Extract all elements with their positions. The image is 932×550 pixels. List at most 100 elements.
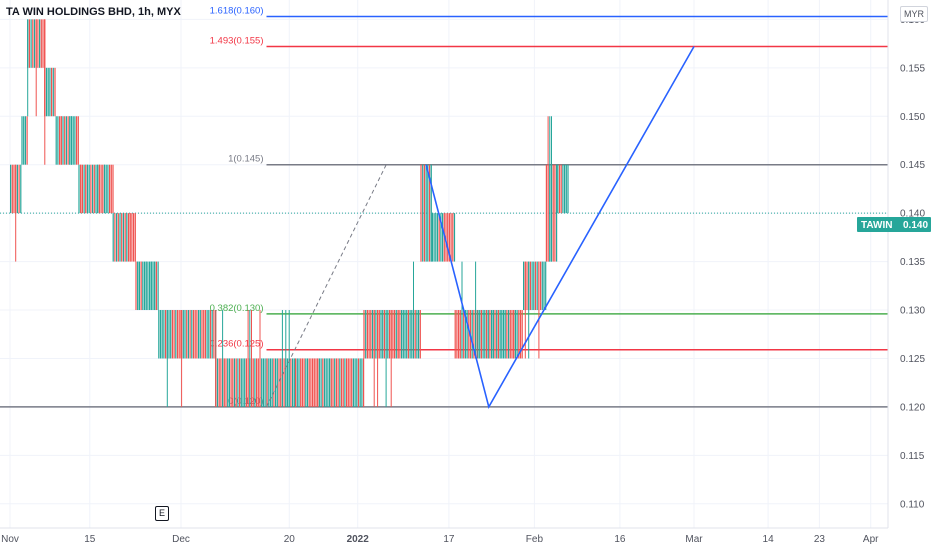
candle-body (20, 164, 22, 214)
candle-body (230, 358, 232, 407)
candle-body (196, 310, 198, 359)
candle-body (506, 310, 508, 359)
candle-body (150, 261, 152, 311)
y-tick-label: 0.145 (900, 160, 925, 171)
candle-body (344, 358, 346, 407)
currency-button[interactable]: MYR (900, 6, 928, 22)
fib-level-label: 0.382(0.130) (210, 303, 264, 314)
candle-body (80, 164, 82, 214)
candle-body (122, 213, 124, 262)
candle-body (245, 358, 247, 407)
candle-body (198, 310, 200, 359)
y-tick-label: 0.120 (900, 402, 925, 413)
candle-body (276, 358, 278, 407)
candle-body (163, 310, 165, 359)
candle-body (390, 310, 392, 359)
candle-body (54, 67, 56, 117)
candle-body (392, 310, 394, 359)
candle-body (332, 358, 334, 407)
candle-body (10, 164, 12, 214)
candle-body (204, 310, 206, 359)
candle-body (485, 310, 488, 359)
candle-body (182, 310, 184, 359)
candle-body (480, 310, 482, 359)
candle-body (368, 310, 370, 359)
candle-body (489, 310, 491, 359)
candle-body (431, 213, 433, 262)
candle-body (69, 116, 71, 165)
candle-body (458, 310, 460, 359)
candle-body (178, 310, 180, 359)
candle-body (352, 358, 354, 407)
candle-body (168, 310, 170, 359)
candle-body (420, 164, 422, 262)
candle-body (262, 358, 264, 407)
candle-body (129, 213, 131, 262)
candle-body (305, 358, 307, 407)
candle-body (308, 358, 310, 407)
earnings-badge[interactable]: E (155, 506, 169, 521)
x-tick-label: 15 (84, 534, 96, 545)
candle-body (74, 116, 76, 165)
candle-body (133, 213, 135, 262)
chart-title: TA WIN HOLDINGS BHD, 1h, MYX (6, 6, 181, 18)
candle-body (524, 261, 526, 311)
candle-body (335, 358, 337, 407)
candle-body (127, 213, 130, 262)
fib-level-label: 1.618(0.160) (210, 5, 264, 16)
candle-body (526, 261, 528, 311)
candle-body (508, 310, 510, 359)
candle-body (192, 310, 195, 359)
candle-body (60, 116, 62, 165)
candle-body (347, 358, 349, 407)
candle-body (550, 164, 553, 262)
candle-body (227, 358, 229, 407)
x-tick-label: 16 (614, 534, 626, 545)
x-tick-label: Feb (526, 534, 544, 545)
candle-body (456, 310, 458, 359)
candle-body (346, 358, 348, 407)
candle-body (430, 164, 432, 262)
candle-body (528, 261, 530, 311)
time-axis[interactable]: Nov 15 Dec 20 2022 17 Feb 16 Mar 14 23 Apr (1, 534, 879, 545)
candle-body (313, 358, 315, 407)
candle-body (423, 164, 425, 262)
candle-body (235, 358, 237, 407)
candle-body (427, 164, 429, 262)
candle-body (371, 310, 374, 359)
candle-body (558, 164, 561, 214)
candle-body (256, 358, 258, 407)
x-tick-label: Mar (685, 534, 703, 545)
candle-body (233, 358, 236, 407)
candle-body (534, 261, 537, 311)
candle-body (339, 358, 341, 407)
candle-body (134, 213, 136, 262)
candle-body (107, 164, 109, 214)
candle-body (278, 358, 280, 407)
candle-body (35, 19, 37, 68)
candle-body (387, 310, 389, 359)
candle-body (157, 261, 159, 311)
x-tick-label: Nov (1, 534, 19, 545)
candle-body (64, 116, 66, 165)
candle-body (491, 310, 493, 359)
candle-body (511, 310, 513, 359)
candle-body (147, 261, 149, 311)
candle-body (49, 67, 51, 117)
candle-body (433, 213, 435, 262)
candle-body (52, 67, 54, 117)
candle-body (220, 358, 222, 407)
candle-body (418, 310, 420, 359)
candle-body (556, 164, 558, 262)
candle-body (501, 310, 503, 359)
candle-body (317, 358, 319, 407)
candle-body (464, 310, 466, 359)
candle-body (380, 310, 382, 359)
candle-body (516, 310, 518, 359)
candle-body (28, 19, 30, 68)
candle-body (86, 164, 89, 214)
candle-body (340, 358, 343, 407)
candle-body (13, 164, 15, 214)
